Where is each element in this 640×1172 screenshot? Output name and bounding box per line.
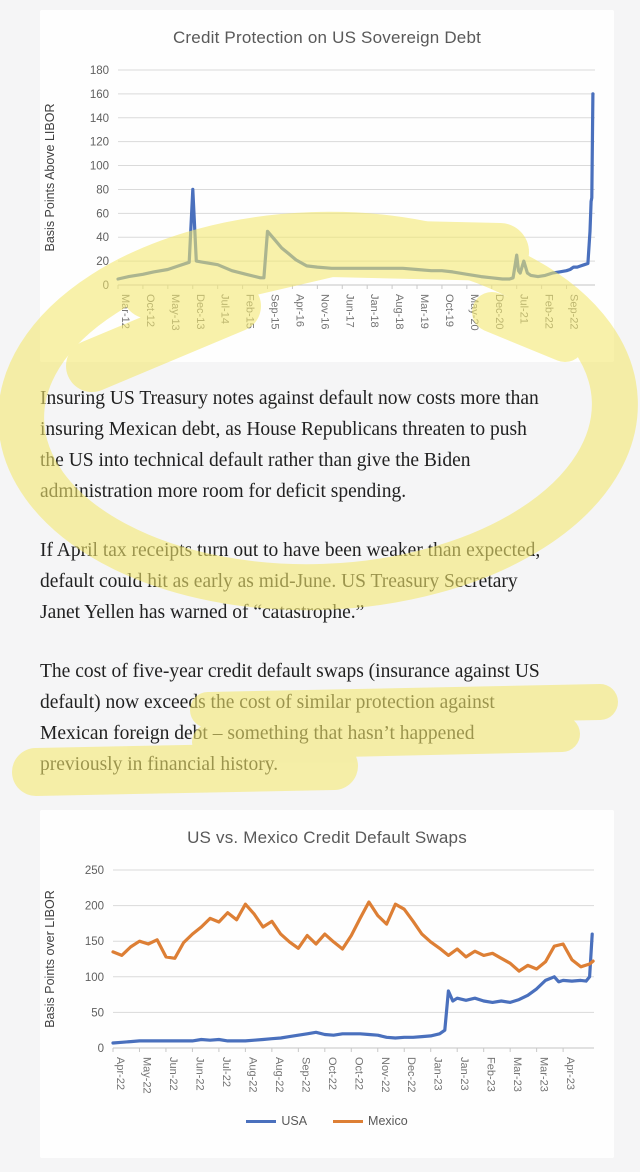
svg-text:Basis Points Above LIBOR: Basis Points Above LIBOR [43,104,57,252]
svg-text:Sep-22: Sep-22 [299,1057,311,1092]
svg-text:Oct-12: Oct-12 [144,294,156,327]
chart-title-sovereign-debt: Credit Protection on US Sovereign Debt [172,28,482,47]
svg-text:Jun-22: Jun-22 [193,1057,205,1091]
svg-text:120: 120 [90,137,109,149]
article-paragraph-1: Insuring US Treasury notes against defau… [40,388,539,502]
svg-text:40: 40 [96,232,109,244]
svg-text:100: 100 [85,972,104,984]
svg-text:160: 160 [90,89,109,101]
legend-item-usa: USA [246,1114,307,1128]
svg-text:Oct-22: Oct-22 [352,1057,364,1090]
svg-text:Nov-22: Nov-22 [379,1057,391,1092]
svg-text:140: 140 [90,113,109,125]
svg-text:Jan-23: Jan-23 [432,1057,444,1091]
svg-text:60: 60 [96,208,109,220]
svg-text:Feb-22: Feb-22 [543,294,555,329]
mexico-line-swatch-icon [333,1119,364,1123]
svg-text:200: 200 [85,901,104,913]
svg-text:250: 250 [85,865,104,877]
chart-card-us-vs-mexico: US vs. Mexico Credit Default Swaps 0 50 10… [40,810,614,1158]
svg-text:Feb-23: Feb-23 [485,1057,497,1092]
svg-text:Apr-23: Apr-23 [564,1057,576,1090]
chart-title-us-vs-mexico: US vs. Mexico Credit Default Swaps [187,828,467,847]
svg-text:May-22: May-22 [140,1057,152,1094]
svg-text:Oct-22: Oct-22 [326,1057,338,1090]
svg-text:Dec-22: Dec-22 [405,1057,417,1092]
svg-text:Apr-22: Apr-22 [114,1057,126,1090]
svg-text:Sep-15: Sep-15 [269,294,281,329]
svg-text:Jun-17: Jun-17 [343,294,355,328]
svg-text:Jul-14: Jul-14 [219,294,231,324]
chart-card-sovereign-debt: Credit Protection on US Sovereign Debt 0… [40,10,614,362]
svg-text:May-20: May-20 [468,294,480,331]
svg-text:Jan-18: Jan-18 [368,294,380,328]
svg-text:Jun-22: Jun-22 [167,1057,179,1091]
article-text: Insuring US Treasury notes against defau… [40,383,632,780]
usa-line-swatch-icon [246,1119,277,1123]
svg-text:Mar-23: Mar-23 [538,1057,550,1092]
svg-text:Mar-19: Mar-19 [418,294,430,329]
svg-text:Mar-23: Mar-23 [511,1057,523,1092]
svg-text:150: 150 [85,936,104,948]
svg-text:Jul-22: Jul-22 [220,1057,232,1087]
us-vs-mexico-line-chart: 0 50 100 150 200 250 Apr-22 May-22 Jun-22 Jun-22 J… [43,865,595,1094]
svg-text:Aug-22: Aug-22 [246,1057,258,1092]
svg-text:Dec-13: Dec-13 [194,294,206,329]
svg-text:Dec-20: Dec-20 [493,294,505,329]
svg-text:Oct-19: Oct-19 [443,294,455,327]
svg-text:0: 0 [103,280,109,292]
legend-label-usa: USA [281,1114,308,1128]
svg-text:20: 20 [96,256,109,268]
svg-text:Nov-16: Nov-16 [318,294,330,329]
legend-label-mexico: Mexico [368,1114,408,1128]
svg-text:May-13: May-13 [169,294,181,331]
svg-text:Basis Points over LIBOR: Basis Points over LIBOR [43,890,57,1028]
svg-text:50: 50 [91,1007,104,1019]
sovereign-debt-line-chart: 0 20 40 60 80 100 120 140 160 180 Mar-12 Oct-12 May-… [43,65,595,331]
svg-text:80: 80 [96,184,109,196]
article-paragraph-3: The cost of five-year credit default swa… [40,661,540,775]
svg-text:Feb-15: Feb-15 [244,294,256,329]
svg-text:Jul-21: Jul-21 [518,294,530,324]
svg-text:0: 0 [98,1043,104,1055]
svg-text:Jan-23: Jan-23 [458,1057,470,1091]
legend: USA Mexico [40,1114,614,1128]
svg-text:Aug-18: Aug-18 [393,294,405,329]
article-paragraph-2: If April tax receipts turn out to have b… [40,540,541,623]
svg-text:Mar-12: Mar-12 [119,294,131,329]
svg-text:Apr-16: Apr-16 [293,294,305,327]
legend-item-mexico: Mexico [333,1114,408,1128]
svg-text:180: 180 [90,65,109,77]
svg-text:Sep-22: Sep-22 [568,294,580,329]
svg-text:100: 100 [90,161,109,173]
svg-text:Aug-22: Aug-22 [273,1057,285,1092]
